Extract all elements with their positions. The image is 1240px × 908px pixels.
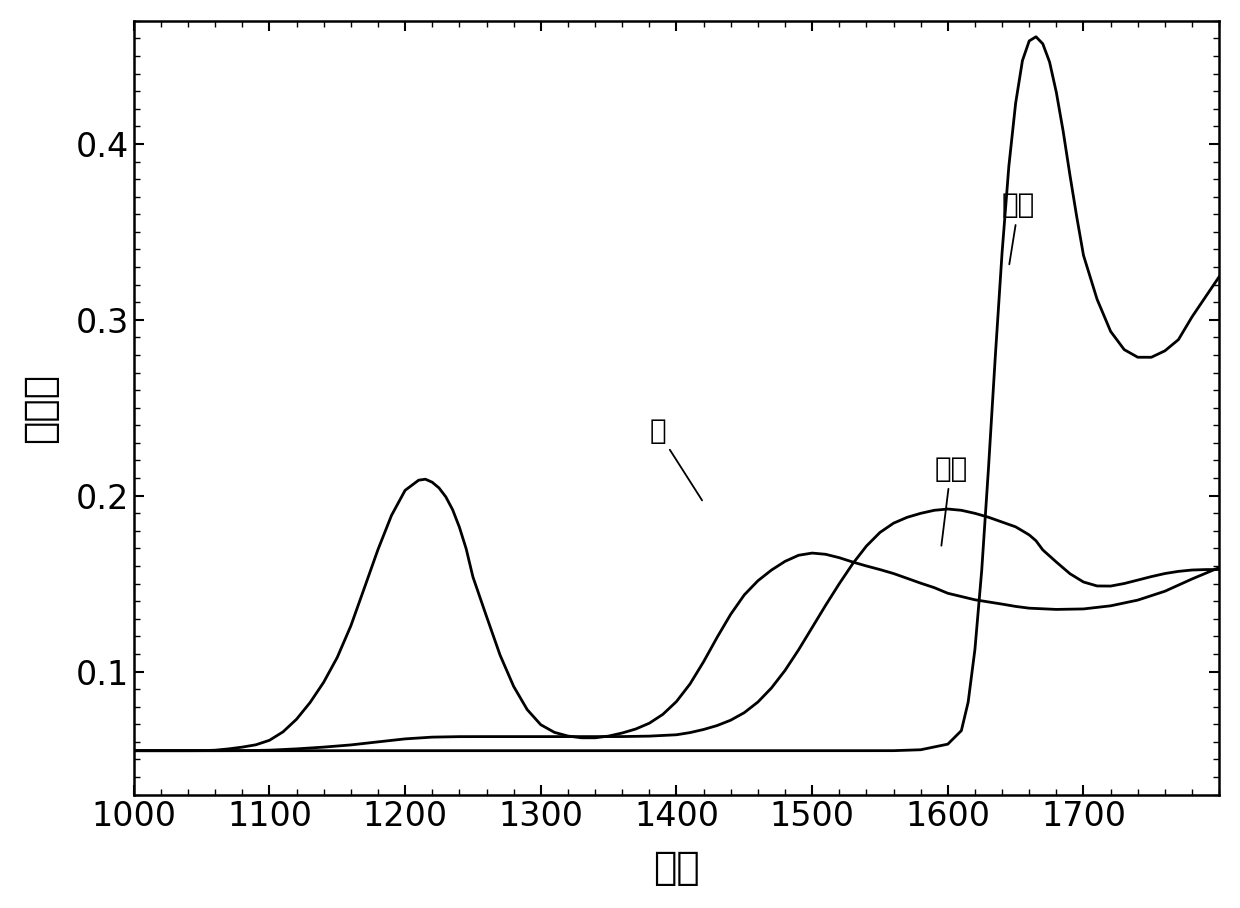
Y-axis label: 吸光度: 吸光度 — [21, 372, 58, 443]
X-axis label: 波长: 波长 — [653, 849, 699, 887]
Text: 聚酯: 聚酯 — [934, 455, 967, 546]
Text: 棉: 棉 — [650, 417, 702, 500]
Text: 氯纶: 氯纶 — [1002, 192, 1035, 264]
